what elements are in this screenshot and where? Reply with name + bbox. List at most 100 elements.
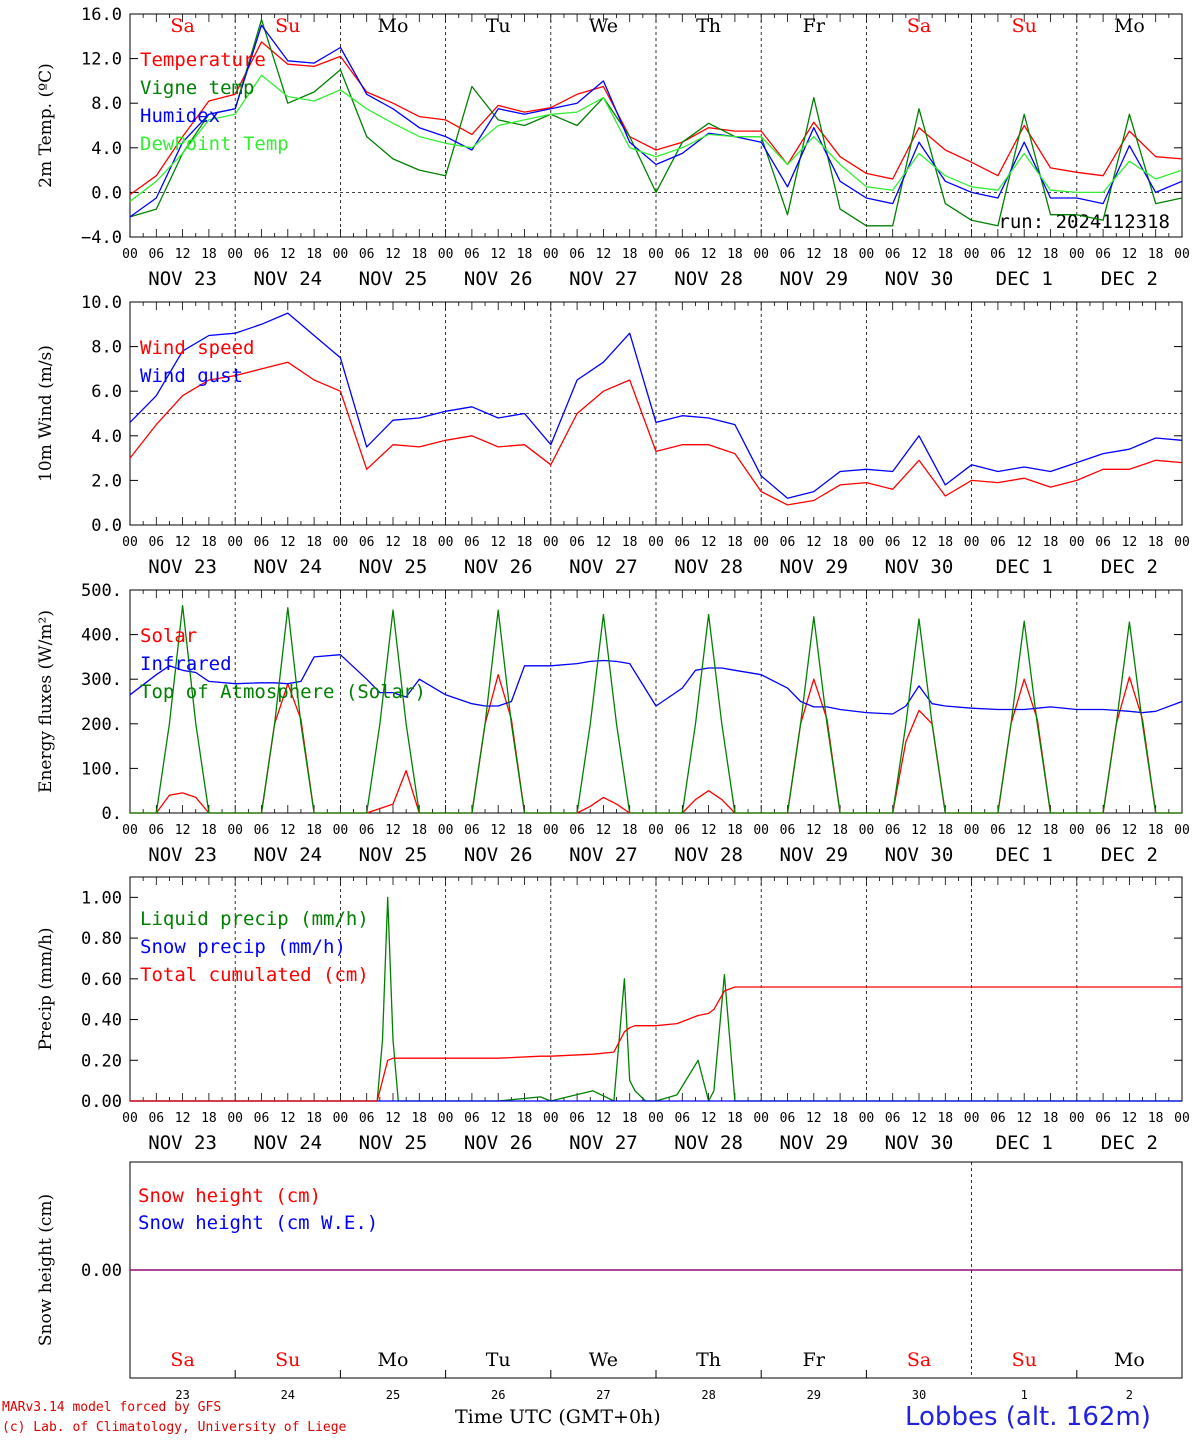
- day-number-label: 29: [807, 1388, 821, 1400]
- date-label: DEC 2: [1101, 556, 1158, 578]
- hour-tick-label: 00: [964, 247, 980, 262]
- y-tick-label: 0.0: [91, 183, 122, 203]
- hour-tick-label: 00: [648, 247, 664, 262]
- hour-tick-label: 00: [543, 247, 559, 262]
- meteogram: 16.012.08.04.00.0−4.02m Temp. (ºC)00 06 12…: [36, 5, 1190, 1400]
- y-tick-label: −4.0: [81, 228, 122, 248]
- hour-tick-label: 06: [359, 823, 375, 838]
- hour-tick-label: 18: [411, 535, 427, 550]
- date-label: DEC 2: [1101, 844, 1158, 866]
- hour-tick-label: 18: [832, 823, 848, 838]
- hour-tick-label: 12: [911, 535, 927, 550]
- day-number-label: 23: [175, 1388, 189, 1400]
- weekday-label: Mo: [378, 15, 409, 37]
- hour-tick-label: 06: [254, 247, 270, 262]
- hour-tick-label: 18: [1043, 823, 1059, 838]
- lab-credit: (c) Lab. of Climatology, University of L…: [2, 1420, 347, 1435]
- weekday-label: Mo: [1114, 15, 1145, 37]
- legend-entry: Total cumulated (cm): [140, 964, 369, 986]
- date-label: NOV 23: [148, 844, 217, 866]
- hour-tick-label: 18: [727, 535, 743, 550]
- hour-tick-label: 00: [227, 535, 243, 550]
- legend-entry: DewPoint Temp: [140, 133, 289, 155]
- hour-tick-label: 18: [727, 1111, 743, 1126]
- legend-entry: Liquid precip (mm/h): [140, 908, 369, 930]
- y-tick-label: 0.00: [81, 1261, 122, 1281]
- date-label: NOV 29: [779, 268, 848, 290]
- date-label: NOV 29: [779, 556, 848, 578]
- legend-entry: Snow height (cm): [138, 1185, 321, 1207]
- hour-tick-label: 06: [885, 535, 901, 550]
- date-label: NOV 29: [779, 844, 848, 866]
- date-label: NOV 25: [359, 1132, 428, 1154]
- hour-tick-label: 00: [648, 823, 664, 838]
- hour-tick-label: 00: [753, 535, 769, 550]
- weekday-label: Sa: [907, 1349, 931, 1371]
- date-label: NOV 25: [359, 268, 428, 290]
- hour-tick-label: 00: [438, 823, 454, 838]
- y-tick-label: 300.: [81, 670, 122, 690]
- hour-tick-label: 12: [385, 1111, 401, 1126]
- hour-tick-label: 06: [148, 247, 164, 262]
- date-label: NOV 28: [674, 556, 743, 578]
- hour-tick-label: 06: [254, 535, 270, 550]
- hour-tick-label: 18: [1148, 535, 1164, 550]
- date-label: DEC 1: [996, 844, 1053, 866]
- y-tick-label: 0.40: [81, 1011, 122, 1031]
- y-tick-label: 100.: [81, 759, 122, 779]
- hour-tick-label: 18: [622, 535, 638, 550]
- date-label: NOV 23: [148, 556, 217, 578]
- date-label: NOV 26: [464, 268, 533, 290]
- hour-tick-label: 00: [648, 1111, 664, 1126]
- hour-tick-label: 12: [490, 1111, 506, 1126]
- day-number-label: 26: [491, 1388, 505, 1400]
- hour-tick-label: 06: [569, 1111, 585, 1126]
- hour-tick-label: 06: [464, 1111, 480, 1126]
- hour-tick-label: 00: [333, 823, 349, 838]
- hour-tick-label: 18: [832, 247, 848, 262]
- legend-entry: Wind speed: [140, 337, 254, 359]
- hour-tick-label: 00: [227, 823, 243, 838]
- series-line: [129, 654, 1183, 715]
- station-name: Lobbes (alt. 162m): [905, 1402, 1151, 1432]
- hour-tick-label: 00: [1174, 247, 1190, 262]
- hour-tick-label: 06: [885, 823, 901, 838]
- date-label: DEC 1: [996, 556, 1053, 578]
- hour-tick-label: 18: [937, 823, 953, 838]
- hour-tick-label: 06: [1095, 535, 1111, 550]
- hour-tick-label: 12: [596, 1111, 612, 1126]
- weekday-label: We: [589, 15, 618, 37]
- hour-tick-label: 06: [359, 1111, 375, 1126]
- hour-tick-label: 18: [1043, 535, 1059, 550]
- hour-tick-label: 18: [937, 1111, 953, 1126]
- y-tick-label: 0.00: [81, 1092, 122, 1112]
- hour-tick-label: 00: [438, 1111, 454, 1126]
- hour-tick-label: 12: [1016, 1111, 1032, 1126]
- hour-tick-label: 12: [175, 247, 191, 262]
- hour-tick-label: 06: [885, 247, 901, 262]
- hour-tick-label: 00: [1069, 1111, 1085, 1126]
- weekday-label: Th: [696, 15, 721, 37]
- hour-tick-label: 00: [1174, 535, 1190, 550]
- hour-tick-label: 06: [674, 247, 690, 262]
- hour-tick-label: 18: [1148, 247, 1164, 262]
- y-tick-label: 0.80: [81, 929, 122, 949]
- date-label: NOV 24: [253, 556, 322, 578]
- y-tick-label: 0.: [102, 804, 122, 824]
- hour-tick-label: 06: [674, 823, 690, 838]
- legend-entry: Solar: [140, 625, 197, 647]
- hour-tick-label: 00: [859, 823, 875, 838]
- weekday-label: Sa: [170, 1349, 194, 1371]
- hour-tick-label: 06: [148, 823, 164, 838]
- hour-tick-label: 12: [596, 247, 612, 262]
- hour-tick-label: 06: [254, 823, 270, 838]
- hour-tick-label: 18: [832, 535, 848, 550]
- date-label: NOV 23: [148, 1132, 217, 1154]
- hour-tick-label: 18: [937, 535, 953, 550]
- date-label: DEC 2: [1101, 1132, 1158, 1154]
- hour-tick-label: 12: [280, 823, 296, 838]
- hour-tick-label: 18: [727, 823, 743, 838]
- hour-tick-label: 06: [254, 1111, 270, 1126]
- series-line: [129, 18, 1183, 227]
- hour-tick-label: 00: [753, 823, 769, 838]
